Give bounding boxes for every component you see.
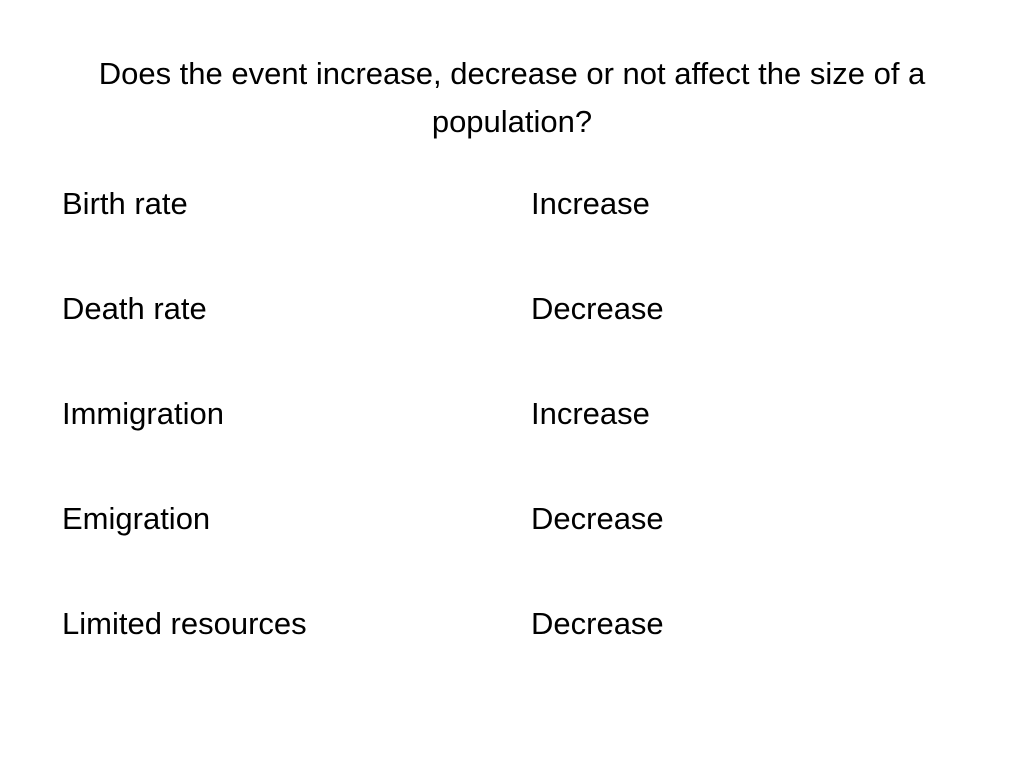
- list-item: Emigration Decrease: [62, 495, 962, 600]
- effect-label: Decrease: [531, 606, 664, 641]
- list-item: Immigration Increase: [62, 390, 962, 495]
- effect-label: Decrease: [531, 291, 664, 326]
- event-label: Limited resources: [62, 606, 307, 641]
- list-item: Death rate Decrease: [62, 285, 962, 390]
- event-label: Birth rate: [62, 186, 188, 221]
- event-label: Death rate: [62, 291, 207, 326]
- list-item: Birth rate Increase: [62, 180, 962, 285]
- event-effect-list: Birth rate Increase Death rate Decrease …: [62, 180, 962, 705]
- event-label: Immigration: [62, 396, 224, 431]
- event-label: Emigration: [62, 501, 211, 536]
- effect-label: Decrease: [531, 501, 664, 536]
- list-item: Limited resources Decrease: [62, 600, 962, 705]
- effect-label: Increase: [531, 186, 650, 221]
- slide-title: Does the event increase, decrease or not…: [98, 56, 926, 139]
- effect-label: Increase: [531, 396, 650, 431]
